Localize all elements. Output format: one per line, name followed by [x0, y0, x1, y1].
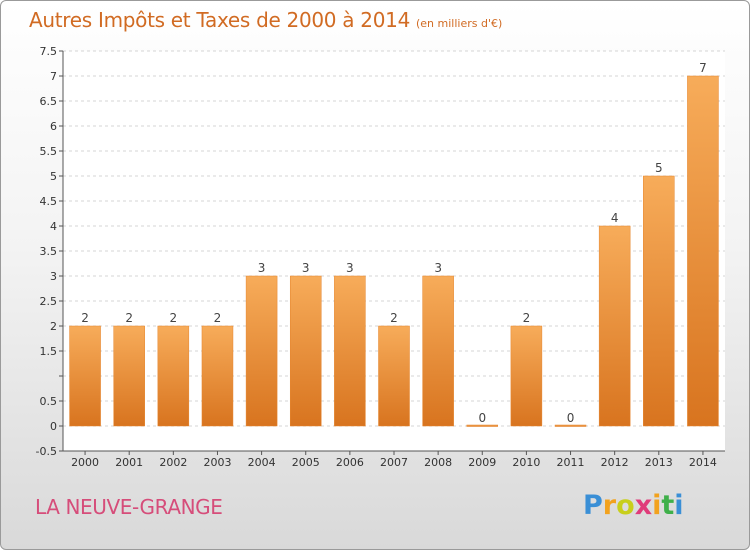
data-label: 2: [523, 311, 531, 325]
data-label: 3: [258, 261, 266, 275]
bar: [334, 275, 366, 427]
y-tick-label: -0.5: [36, 445, 57, 458]
bar: [510, 325, 543, 427]
y-tick-label: 6.5: [40, 95, 58, 108]
y-tick-label: 6: [50, 120, 57, 133]
data-label: 3: [302, 261, 310, 275]
logo-letter: t: [661, 490, 675, 521]
logo-letter: i: [652, 490, 662, 521]
y-tick-label: 5.5: [40, 145, 58, 158]
y-tick-label: 2.5: [40, 295, 58, 308]
chart-title: Autres Impôts et Taxes de 2000 à 2014: [29, 8, 410, 32]
y-tick-label: 1.5: [40, 345, 58, 358]
y-tick-label: 4.5: [40, 195, 58, 208]
x-tick-label: 2014: [689, 456, 717, 469]
data-label: 5: [655, 161, 663, 175]
x-tick-label: 2010: [512, 456, 540, 469]
bar: [201, 325, 234, 427]
bar: [598, 225, 631, 427]
data-label: 2: [390, 311, 398, 325]
y-tick-label: 2: [50, 320, 57, 333]
proxiti-logo[interactable]: Proxiti: [583, 490, 684, 521]
chart-unit-label: (en milliers d'€): [416, 17, 503, 30]
x-tick-label: 2013: [645, 456, 673, 469]
y-tick-label: 5: [50, 170, 57, 183]
data-label: 2: [81, 311, 89, 325]
bar: [466, 424, 499, 427]
bar: [245, 275, 278, 427]
bar: [157, 325, 190, 427]
x-tick-label: 2005: [292, 456, 320, 469]
x-tick-label: 2009: [468, 456, 496, 469]
logo-letter: x: [634, 490, 653, 521]
chart-title-row: Autres Impôts et Taxes de 2000 à 2014 (en…: [29, 8, 502, 32]
data-label: 3: [346, 261, 354, 275]
data-label: 4: [611, 211, 619, 225]
data-label: 2: [214, 311, 222, 325]
y-tick-label: 0.5: [40, 395, 58, 408]
bar: [687, 75, 719, 427]
bar: [422, 275, 454, 427]
logo-letter: P: [583, 490, 603, 521]
data-label: 7: [699, 61, 707, 75]
x-tick-label: 2011: [557, 456, 585, 469]
commune-name: LA NEUVE-GRANGE: [35, 495, 223, 519]
data-label: 2: [125, 311, 133, 325]
bar: [554, 424, 587, 427]
bar: [378, 325, 410, 427]
data-label: 0: [478, 411, 486, 425]
y-tick-label: 3: [50, 270, 57, 283]
y-tick-label: 4: [50, 220, 57, 233]
logo-letter: i: [674, 490, 684, 521]
y-tick-label: 7: [50, 70, 57, 83]
bar: [113, 325, 145, 427]
x-tick-label: 2008: [424, 456, 452, 469]
bar: [69, 325, 101, 427]
x-tick-label: 2006: [336, 456, 364, 469]
x-tick-label: 2001: [115, 456, 143, 469]
data-label: 0: [567, 411, 575, 425]
logo-letter: r: [602, 490, 617, 521]
y-tick-label: 7.5: [40, 45, 58, 58]
bar: [643, 175, 675, 427]
x-tick-label: 2000: [71, 456, 99, 469]
y-tick-label: 0: [50, 420, 57, 433]
x-tick-label: 2004: [248, 456, 276, 469]
data-label: 2: [170, 311, 178, 325]
logo-letter: o: [616, 490, 635, 521]
x-tick-label: 2002: [159, 456, 187, 469]
x-tick-label: 2007: [380, 456, 408, 469]
x-tick-label: 2012: [601, 456, 629, 469]
y-tick-label: 3.5: [40, 245, 58, 258]
bar: [289, 275, 322, 427]
data-label: 3: [434, 261, 442, 275]
x-tick-label: 2003: [203, 456, 231, 469]
